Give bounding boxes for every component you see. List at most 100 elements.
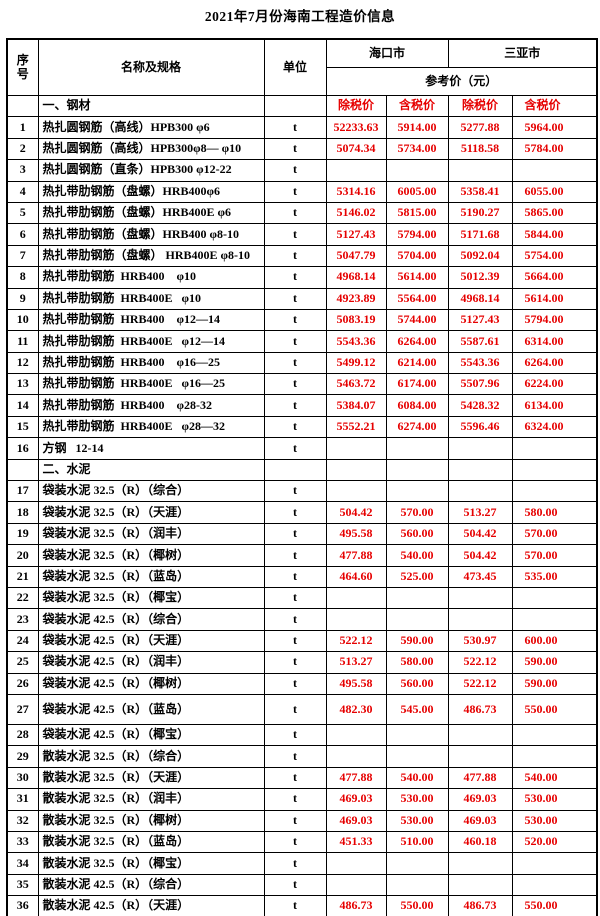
- table-row: 34 散装水泥 32.5（R）（椰宝） t: [6, 852, 598, 875]
- row-number-cell: 25: [6, 651, 39, 674]
- price-cell: [447, 159, 513, 182]
- price-cell: [511, 480, 598, 503]
- row-number-cell: 23: [6, 608, 39, 631]
- price-cell: 486.73: [447, 693, 513, 725]
- section-label-cell: 二、水泥: [37, 458, 265, 482]
- price-cell: 513.27: [447, 501, 513, 524]
- row-number-cell: 5: [6, 201, 39, 225]
- price-cell: 5074.34: [325, 137, 387, 161]
- price-cell: [385, 159, 449, 182]
- name-cell: 袋装水泥 32.5（R）（蓝岛）: [37, 565, 265, 588]
- name-cell: 袋装水泥 32.5（R）（综合）: [37, 480, 265, 503]
- price-cell: 5384.07: [325, 394, 387, 417]
- row-number-cell: 3: [6, 159, 39, 182]
- price-cell: 5463.72: [325, 373, 387, 396]
- price-cell: 513.27: [325, 651, 387, 674]
- name-cell: 方钢 12-14: [37, 437, 265, 460]
- unit-cell: t: [263, 693, 327, 725]
- row-number-cell: 34: [6, 852, 39, 875]
- name-cell: 袋装水泥 32.5（R）（天涯）: [37, 501, 265, 524]
- name-cell: 袋装水泥 32.5（R）（椰树）: [37, 544, 265, 567]
- table-row: 23 袋装水泥 42.5（R）（综合） t: [6, 608, 598, 631]
- price-cell: 540.00: [385, 544, 449, 567]
- price-cell: [325, 159, 387, 182]
- price-cell: 4923.89: [325, 287, 387, 310]
- name-cell: 散装水泥 32.5（R）（蓝岛）: [37, 830, 265, 854]
- price-cell: 5171.68: [447, 223, 513, 246]
- table-row: 33 散装水泥 32.5（R）（蓝岛） t 451.33 510.00 460.18 520…: [6, 830, 598, 854]
- price-cell: [385, 723, 449, 747]
- table-row: 25 袋装水泥 42.5（R）（润丰） t 513.27 580.00 522.12 590…: [6, 651, 598, 674]
- price-cell: 590.00: [511, 672, 598, 695]
- price-cell: [511, 852, 598, 875]
- price-cell: [511, 586, 598, 610]
- table-row: 12 热扎带肋钢筋 HRB400 φ16—25 t 5499.12 6214.00 554…: [6, 351, 598, 375]
- price-cell: 580.00: [385, 651, 449, 674]
- price-cell: 477.88: [325, 766, 387, 790]
- header-seq: 序 号: [6, 38, 39, 96]
- price-cell: [511, 437, 598, 460]
- price-cell: 5543.36: [447, 351, 513, 375]
- name-cell: 袋装水泥 42.5（R）（润丰）: [37, 651, 265, 674]
- price-cell: [447, 458, 513, 482]
- price-cell: 5844.00: [511, 223, 598, 246]
- price-cell: 5146.02: [325, 201, 387, 225]
- row-number-cell: [6, 458, 39, 482]
- price-cell: 5118.58: [447, 137, 513, 161]
- price-cell: 550.00: [511, 895, 598, 916]
- table-row: 30 散装水泥 32.5（R）（天涯） t 477.88 540.00 477.88 540…: [6, 766, 598, 790]
- table-row: 28 袋装水泥 42.5（R）（椰宝） t: [6, 723, 598, 747]
- unit-cell: t: [263, 873, 327, 897]
- name-cell: 袋装水泥 42.5（R）（椰树）: [37, 672, 265, 695]
- name-cell: 热扎圆钢筋（高线）HPB300φ8— φ10: [37, 137, 265, 161]
- row-number-cell: 27: [6, 693, 39, 725]
- price-cell: [325, 437, 387, 460]
- name-cell: 热扎带肋钢筋 HRB400 φ10: [37, 266, 265, 289]
- name-cell: 散装水泥 32.5（R）（润丰）: [37, 788, 265, 811]
- price-table: 序 号 名称及规格 单位 海口市 三亚市 参考价（元） 一、钢材 除税价 含税价 除税…: [6, 38, 599, 916]
- table-row: 15 热扎带肋钢筋 HRB400E φ28—32 t 5552.21 6274.00 55…: [6, 415, 598, 439]
- table-row: 8 热扎带肋钢筋 HRB400 φ10 t 4968.14 5614.00 5012.39…: [6, 266, 598, 289]
- price-cell: 6005.00: [385, 180, 449, 203]
- price-cell: 5499.12: [325, 351, 387, 375]
- name-cell: 热扎圆钢筋（高线）HPB300 φ6: [37, 116, 265, 139]
- name-cell: 袋装水泥 42.5（R）（天涯）: [37, 629, 265, 653]
- price-cell: 6324.00: [511, 415, 598, 439]
- price-cell: 495.58: [325, 522, 387, 546]
- price-cell: 530.00: [511, 788, 598, 811]
- name-cell: 散装水泥 32.5（R）（椰宝）: [37, 852, 265, 875]
- table-row: 21 袋装水泥 32.5（R）（蓝岛） t 464.60 525.00 473.45 535…: [6, 565, 598, 588]
- name-cell: 热扎带肋钢筋 HRB400E φ28—32: [37, 415, 265, 439]
- price-cell: 6264.00: [385, 330, 449, 353]
- name-cell: 热扎带肋钢筋 HRB400E φ10: [37, 287, 265, 310]
- price-cell: [511, 745, 598, 768]
- unit-cell: t: [263, 629, 327, 653]
- price-cell: 580.00: [511, 501, 598, 524]
- unit-cell: t: [263, 723, 327, 747]
- name-cell: 袋装水泥 42.5（R）（综合）: [37, 608, 265, 631]
- price-cell: [385, 437, 449, 460]
- price-cell: 5127.43: [447, 308, 513, 332]
- price-cell: [447, 745, 513, 768]
- unit-cell: t: [263, 330, 327, 353]
- price-cell: 477.88: [447, 766, 513, 790]
- name-cell: 袋装水泥 42.5（R）（椰宝）: [37, 723, 265, 747]
- price-cell: 535.00: [511, 565, 598, 588]
- row-number-cell: 18: [6, 501, 39, 524]
- price-cell: 540.00: [385, 766, 449, 790]
- row-number-cell: 28: [6, 723, 39, 747]
- price-cell: 525.00: [385, 565, 449, 588]
- row-number-cell: 13: [6, 373, 39, 396]
- price-cell: [325, 873, 387, 897]
- table-row: 29 散装水泥 32.5（R）（综合） t: [6, 745, 598, 768]
- name-cell: 袋装水泥 32.5（R）（椰宝）: [37, 586, 265, 610]
- price-cell: 486.73: [447, 895, 513, 916]
- price-cell: [325, 745, 387, 768]
- price-cell: 5914.00: [385, 116, 449, 139]
- row-number-cell: 26: [6, 672, 39, 695]
- name-cell: 热扎带肋钢筋 HRB400E φ12—14: [37, 330, 265, 353]
- price-cell: 464.60: [325, 565, 387, 588]
- table-row: 32 散装水泥 32.5（R）（椰树） t 469.03 530.00 469.03 530…: [6, 809, 598, 832]
- unit-cell: t: [263, 180, 327, 203]
- price-cell: [385, 745, 449, 768]
